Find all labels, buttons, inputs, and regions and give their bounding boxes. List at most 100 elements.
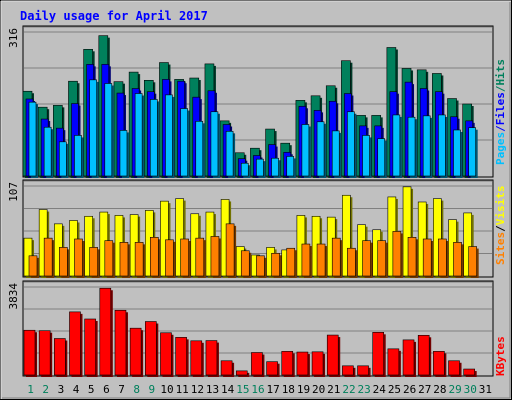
- bar-kbytes: [160, 332, 174, 377]
- bar-sites: [301, 243, 312, 278]
- panels-layer: 316 Pages/Files/Hits 107 Sites/Visits 3834 KB…: [7, 25, 507, 377]
- panel-max-label: 316: [7, 28, 20, 48]
- bar-sites: [347, 247, 358, 278]
- bar-pages: [134, 93, 145, 178]
- bar-pages: [89, 79, 99, 178]
- x-tick-label: 1: [27, 383, 34, 396]
- x-tick-label: 21: [327, 383, 340, 396]
- bar-sites: [28, 255, 39, 278]
- bar-sites: [362, 240, 373, 278]
- x-tick-label: 11: [176, 383, 189, 396]
- panel-max-label: 107: [7, 182, 20, 202]
- bar-sites: [438, 238, 449, 278]
- bar-pages: [407, 116, 418, 178]
- x-tick-label: 14: [221, 383, 235, 396]
- bar-pages: [74, 135, 84, 178]
- x-tick-label: 22: [342, 383, 355, 396]
- x-tick-label: 7: [118, 383, 125, 396]
- panel-kbytes: 3834 KBytes: [7, 280, 507, 377]
- x-tick-label: 12: [191, 383, 204, 396]
- bar-kbytes: [54, 338, 68, 377]
- bar-kbytes: [38, 330, 53, 377]
- bar-pages: [316, 121, 327, 178]
- bar-kbytes: [235, 370, 250, 377]
- bar-sites: [195, 237, 206, 278]
- x-tick-label: 23: [358, 383, 371, 396]
- bar-pages: [240, 162, 251, 178]
- panel-side-label: KBytes: [494, 336, 507, 376]
- bar-sites: [59, 247, 70, 278]
- bar-kbytes: [144, 321, 159, 377]
- bar-pages: [331, 130, 342, 178]
- series-pages: [28, 79, 478, 178]
- bar-kbytes: [296, 351, 310, 377]
- panel-side-label: Pages/Files/Hits: [494, 59, 507, 165]
- bar-pages: [165, 94, 175, 178]
- bar-kbytes: [175, 337, 189, 377]
- x-tick-label: 4: [73, 383, 80, 396]
- bar-pages: [210, 111, 220, 178]
- bar-kbytes: [311, 351, 326, 377]
- bar-kbytes: [326, 334, 341, 377]
- x-tick-label: 29: [448, 383, 461, 396]
- chart-title: Daily usage for April 2017: [20, 9, 208, 23]
- bar-sites: [43, 237, 55, 278]
- bar-sites: [119, 242, 130, 278]
- bar-pages: [422, 115, 433, 178]
- x-tick-label: 8: [133, 383, 140, 396]
- bar-sites: [271, 252, 282, 278]
- bar-sites: [407, 237, 419, 278]
- bar-sites: [104, 240, 115, 278]
- bar-pages: [271, 157, 281, 178]
- bar-kbytes: [463, 368, 477, 377]
- bar-kbytes: [433, 351, 447, 377]
- bar-pages: [119, 130, 129, 178]
- side-label-pages: Pages: [494, 132, 507, 165]
- bar-kbytes: [23, 329, 37, 377]
- bar-kbytes: [205, 340, 219, 377]
- bar-kbytes: [251, 352, 265, 377]
- x-tick-label: 26: [403, 383, 416, 396]
- bar-pages: [347, 111, 357, 178]
- x-tick-label: 13: [206, 383, 219, 396]
- bar-pages: [149, 99, 160, 178]
- x-tick-label: 9: [149, 383, 156, 396]
- bar-pages: [362, 135, 372, 178]
- bar-kbytes: [129, 327, 144, 377]
- x-tick-label: 24: [373, 383, 387, 396]
- bar-visits: [342, 194, 353, 278]
- panel-visits-sites: 107 Sites/Visits: [7, 179, 507, 278]
- bar-kbytes: [266, 361, 280, 377]
- bar-sites: [180, 238, 191, 278]
- bar-kbytes: [342, 365, 356, 377]
- bar-kbytes: [448, 360, 462, 377]
- bar-sites: [331, 237, 343, 278]
- bar-sites: [225, 223, 237, 278]
- x-tick-label: 17: [267, 383, 280, 396]
- panel-hits-files-pages: 316 Pages/Files/Hits: [7, 25, 507, 179]
- x-tick-label: 18: [282, 383, 295, 396]
- bar-kbytes: [372, 332, 386, 377]
- bar-kbytes: [387, 348, 401, 377]
- bar-sites: [422, 238, 434, 278]
- x-tick-label: 30: [464, 383, 477, 396]
- bar-kbytes: [84, 318, 98, 377]
- bar-pages: [453, 129, 463, 178]
- bar-sites: [316, 243, 328, 278]
- bar-pages: [225, 131, 236, 178]
- series-sites: [28, 223, 479, 278]
- bar-pages: [377, 138, 387, 178]
- bar-pages: [59, 141, 69, 178]
- side-label-sites: Sites: [494, 232, 507, 265]
- bar-pages: [43, 126, 54, 178]
- bar-sites: [134, 242, 146, 278]
- side-label-files: /Files: [494, 92, 507, 132]
- bar-sites: [89, 247, 100, 278]
- x-tick-label: 5: [88, 383, 95, 396]
- bar-kbytes: [69, 311, 83, 377]
- panel-side-label: Sites/Visits: [494, 186, 507, 266]
- x-tick-label: 25: [388, 383, 401, 396]
- bar-sites: [377, 240, 388, 278]
- bar-kbytes: [99, 287, 113, 377]
- x-tick-label: 27: [418, 383, 431, 396]
